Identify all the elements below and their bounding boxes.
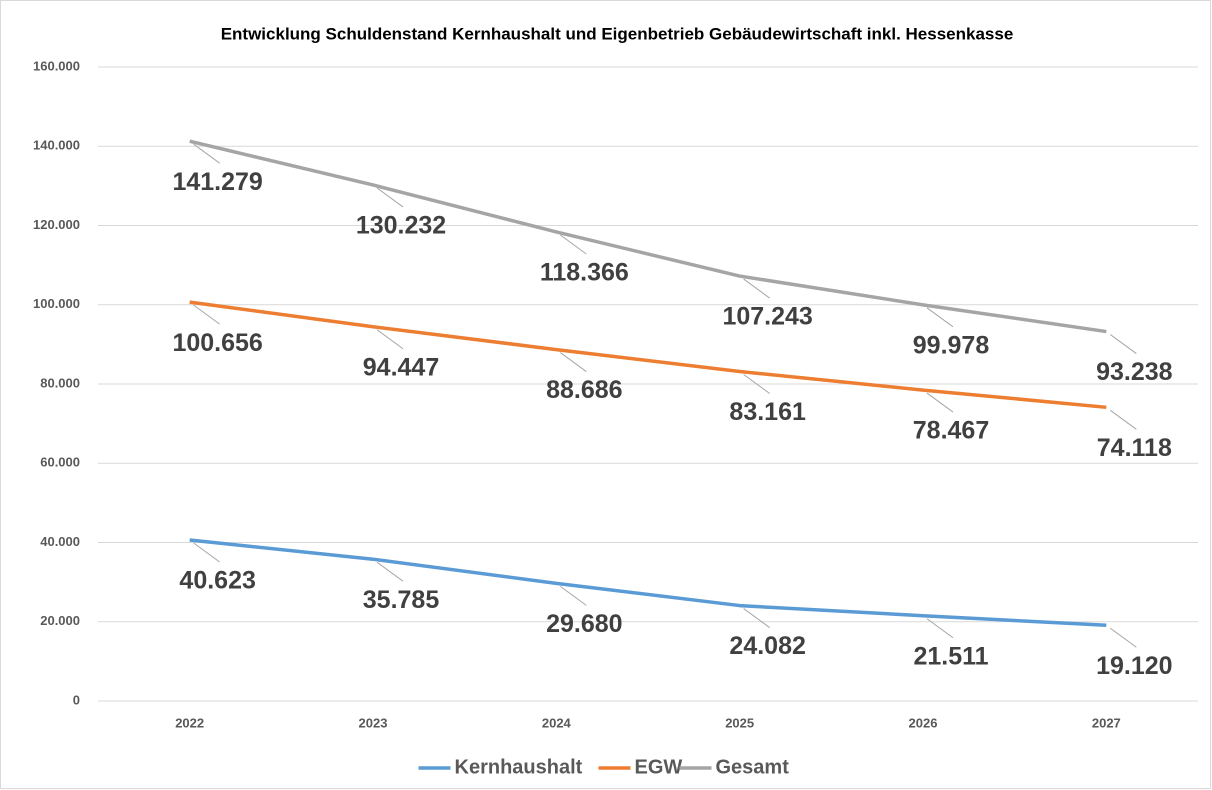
series-line — [189, 538, 1107, 627]
leader-line — [926, 307, 954, 328]
leader-line — [926, 618, 954, 639]
data-label: 24.082 — [729, 632, 805, 660]
x-tick-label: 2023 — [359, 715, 388, 730]
y-tick-label: 20.000 — [40, 613, 80, 628]
data-label: 118.366 — [540, 259, 629, 287]
data-label: 78.467 — [913, 417, 989, 445]
y-tick-label: 160.000 — [33, 58, 80, 73]
leader-line — [376, 187, 404, 208]
data-label: 100.656 — [172, 329, 262, 357]
leader-line — [560, 234, 587, 255]
data-label: 88.686 — [546, 376, 622, 404]
leader-line — [743, 608, 770, 628]
leader-line — [560, 352, 587, 372]
data-label: 130.232 — [356, 212, 446, 240]
leader-line — [376, 329, 404, 350]
x-tick-label: 2027 — [1092, 715, 1121, 730]
x-tick-label: 2026 — [909, 715, 938, 730]
data-label: 107.243 — [722, 303, 812, 331]
y-tick-label: 40.000 — [40, 534, 80, 549]
data-label: 93.238 — [1096, 358, 1173, 386]
y-tick-label: 80.000 — [40, 375, 80, 390]
y-tick-label: 100.000 — [33, 296, 80, 311]
leader-line — [193, 143, 220, 164]
leader-line — [743, 278, 770, 299]
series-line — [189, 139, 1107, 334]
x-tick-label: 2024 — [542, 715, 572, 730]
leader-line — [1110, 334, 1137, 354]
leader-line — [376, 561, 404, 582]
legend-label: Gesamt — [716, 756, 790, 778]
data-label: 21.511 — [913, 642, 988, 670]
data-label: 40.623 — [179, 567, 255, 595]
data-label: 99.978 — [913, 331, 990, 359]
series-line — [189, 300, 1107, 410]
data-label: 29.680 — [546, 610, 622, 638]
y-tick-label: 120.000 — [33, 217, 80, 232]
data-label: 74.118 — [1097, 434, 1172, 462]
legend-label: Kernhaushalt — [455, 756, 583, 778]
x-tick-label: 2025 — [725, 715, 754, 730]
data-label: 83.161 — [729, 398, 806, 426]
leader-line — [743, 374, 770, 394]
data-label: 35.785 — [363, 586, 440, 614]
leader-line — [926, 392, 954, 413]
data-label: 94.447 — [363, 353, 439, 381]
data-label: 141.279 — [172, 168, 262, 196]
leader-line — [1110, 627, 1137, 648]
chart-title: Entwicklung Schuldenstand Kernhaushalt u… — [221, 24, 1014, 43]
y-tick-label: 60.000 — [40, 455, 80, 470]
x-tick-label: 2022 — [175, 715, 204, 730]
leader-line — [193, 542, 220, 563]
y-tick-label: 0 — [73, 692, 80, 707]
leader-line — [1110, 409, 1137, 430]
legend-label: EGW — [635, 756, 683, 778]
leader-line — [193, 304, 220, 325]
y-tick-label: 140.000 — [33, 138, 80, 153]
leader-line — [560, 585, 587, 606]
data-label: 19.120 — [1096, 652, 1172, 680]
